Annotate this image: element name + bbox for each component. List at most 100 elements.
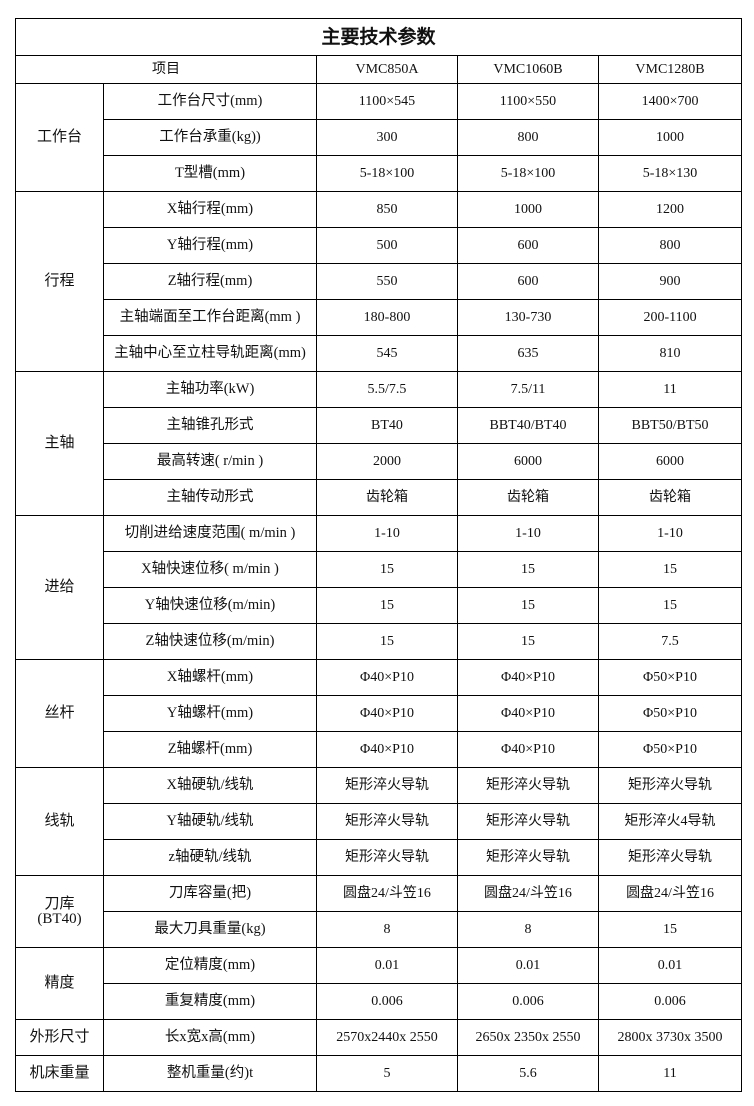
value-cell: 800 [597,227,743,264]
value-cell: 2000 [316,443,458,480]
value-cell: 7.5 [597,623,743,660]
header-model: VMC1280B [597,55,743,84]
value-cell: 5.6 [457,1055,599,1092]
value-cell: Φ40×P10 [457,659,599,696]
param-name: Z轴行程(mm) [103,263,317,300]
value-cell: 矩形淬火导轨 [597,839,743,876]
table-row: Y轴硬轨/线轨 矩形淬火导轨 矩形淬火导轨 矩形淬火4导轨 [16,803,743,840]
group-label: 精度 [15,947,104,1020]
value-cell: 0.006 [316,983,458,1020]
value-cell: 850 [316,191,458,228]
table-row: 精度 定位精度(mm) 0.01 0.01 0.01 [15,947,743,1020]
value-cell: 圆盘24/斗笠16 [457,875,599,912]
value-cell: 8 [316,911,458,948]
value-cell: 2650x 2350x 2550 [457,1019,599,1056]
value-cell: 15 [597,587,743,624]
value-cell: 5-18×100 [457,155,599,192]
value-cell: Φ40×P10 [457,695,599,732]
table-row: 外形尺寸 长x宽x高(mm) 2570x2440x 2550 2650x 2350x … [15,1019,743,1056]
param-name: Y轴螺杆(mm) [103,695,317,732]
value-cell: BBT50/BT50 [597,407,743,444]
value-cell: 0.01 [316,947,458,984]
group-label: 丝杆 [15,659,104,768]
param-name: Y轴快速位移(m/min) [103,587,317,624]
param-name: X轴硬轨/线轨 [103,767,317,804]
value-cell: 5-18×100 [316,155,458,192]
param-name: X轴螺杆(mm) [103,659,317,696]
value-cell: 1000 [597,119,743,156]
value-cell: Φ40×P10 [457,731,599,768]
value-cell: 矩形淬火导轨 [316,767,458,804]
param-name: 重复精度(mm) [103,983,317,1020]
table-row: 主轴传动形式 齿轮箱 齿轮箱 齿轮箱 [16,479,743,516]
value-cell: 1-10 [316,515,458,552]
value-cell: Φ40×P10 [316,695,458,732]
value-cell: 圆盘24/斗笠16 [597,875,743,912]
value-cell: 900 [597,263,743,300]
value-cell: 15 [457,623,599,660]
table-row: 主轴 主轴功率(kW) 5.5/7.5 7.5/11 11 [15,371,743,516]
value-cell: 矩形淬火4导轨 [597,803,743,840]
param-name: Y轴硬轨/线轨 [103,803,317,840]
value-cell: 2800x 3730x 3500 [597,1019,743,1056]
value-cell: 矩形淬火导轨 [316,839,458,876]
param-name: 最高转速( r/min ) [103,443,317,480]
value-cell: 矩形淬火导轨 [597,767,743,804]
param-name: z轴硬轨/线轨 [103,839,317,876]
value-cell: 5-18×130 [597,155,743,192]
table-row: 主轴端面至工作台距离(mm ) 180-800 130-730 200-1100 [16,299,743,336]
table-row: 刀库 (BT40) 刀库容量(把) 圆盘24/斗笠16 圆盘24/斗笠16 圆盘24/斗… [15,875,743,948]
value-cell: 齿轮箱 [316,479,458,516]
value-cell: 130-730 [457,299,599,336]
value-cell: 0.01 [457,947,599,984]
param-name: X轴快速位移( m/min ) [103,551,317,588]
table-title: 主要技术参数 [14,18,743,56]
value-cell: 15 [316,551,458,588]
value-cell: 1200 [597,191,743,228]
group-label: 主轴 [15,371,104,516]
value-cell: 15 [316,623,458,660]
value-cell: 600 [457,263,599,300]
param-name: X轴行程(mm) [103,191,317,228]
value-cell: 180-800 [316,299,458,336]
table-row: 工作台 工作台尺寸(mm) 1100×545 1100×550 1400×700 [15,83,743,192]
param-name: 工作台承重(kg)) [103,119,317,156]
value-cell: 810 [597,335,743,372]
param-name: 主轴锥孔形式 [103,407,317,444]
param-name: 主轴端面至工作台距离(mm ) [103,299,317,336]
value-cell: 齿轮箱 [597,479,743,516]
value-cell: 0.01 [597,947,743,984]
param-name: Z轴螺杆(mm) [103,731,317,768]
value-cell: 1400×700 [597,83,743,120]
value-cell: Φ40×P10 [316,731,458,768]
value-cell: 600 [457,227,599,264]
value-cell: 15 [597,551,743,588]
table-row: T型槽(mm) 5-18×100 5-18×100 5-18×130 [16,155,743,192]
table-row: X轴快速位移( m/min ) 15 15 15 [16,551,743,588]
value-cell: 300 [316,119,458,156]
param-name: 长x宽x高(mm) [103,1019,317,1056]
value-cell: 1100×545 [316,83,458,120]
table-row: 主轴中心至立柱导轨距离(mm) 545 635 810 [16,335,743,372]
param-name: 刀库容量(把) [103,875,317,912]
param-name: 切削进给速度范围( m/min ) [103,515,317,552]
param-name: 最大刀具重量(kg) [103,911,317,948]
param-name: Y轴行程(mm) [103,227,317,264]
group-label: 工作台 [15,83,104,192]
value-cell: 圆盘24/斗笠16 [316,875,458,912]
value-cell: 矩形淬火导轨 [457,803,599,840]
value-cell: 15 [597,911,743,948]
param-name: 主轴功率(kW) [103,371,317,408]
param-name: 定位精度(mm) [103,947,317,984]
value-cell: Φ50×P10 [597,731,743,768]
group-label: 机床重量 [15,1055,104,1092]
param-name: Z轴快速位移(m/min) [103,623,317,660]
table-row: 线轨 X轴硬轨/线轨 矩形淬火导轨 矩形淬火导轨 矩形淬火导轨 [15,767,743,876]
value-cell: 8 [457,911,599,948]
value-cell: 矩形淬火导轨 [316,803,458,840]
param-name: T型槽(mm) [103,155,317,192]
value-cell: 5.5/7.5 [316,371,458,408]
value-cell: 6000 [597,443,743,480]
value-cell: Φ40×P10 [316,659,458,696]
table-row: Y轴行程(mm) 500 600 800 [16,227,743,264]
